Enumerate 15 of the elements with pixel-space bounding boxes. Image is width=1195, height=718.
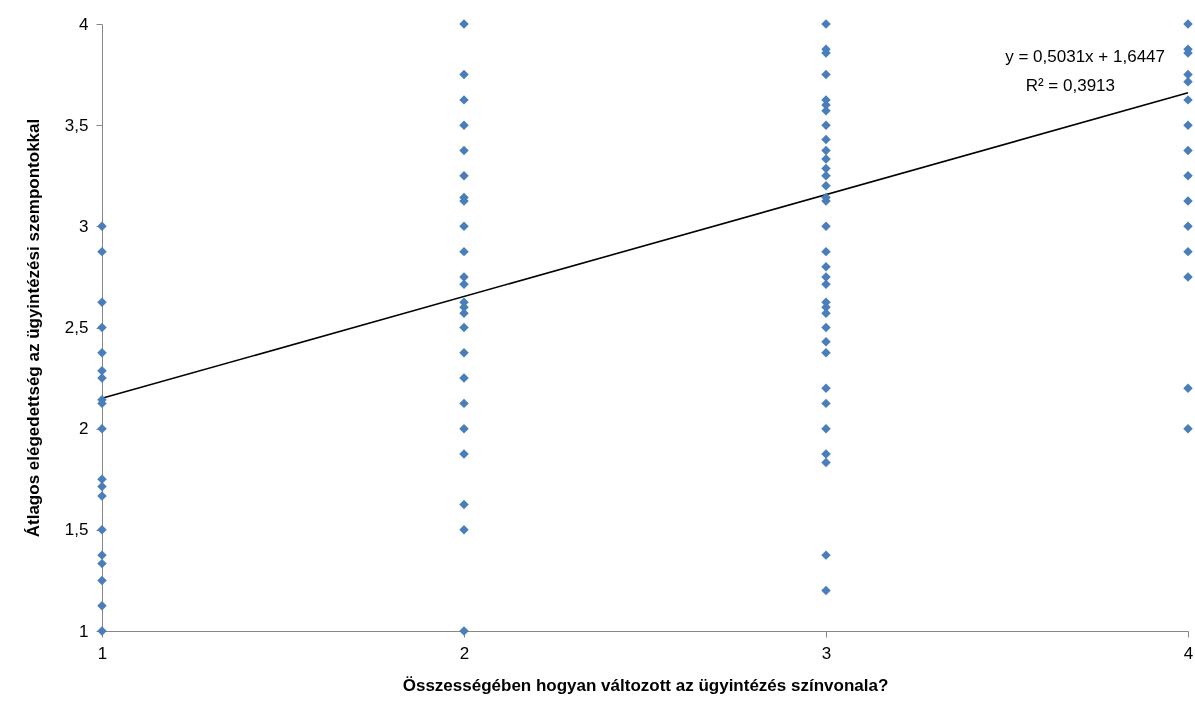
y-tick-label: 1,5 [64,520,89,540]
y-tick-label: 2 [79,419,89,439]
y-tick-label: 2,5 [64,318,89,337]
y-tick-label: 1 [79,621,89,641]
x-tick-label: 4 [1183,643,1194,663]
x-tick-label: 3 [821,643,832,663]
y-tick-label: 3,5 [64,115,89,135]
annotation: R² = 0,3913 [1025,76,1115,95]
annotation: y = 0,5031x + 1,6447 [1005,47,1165,66]
y-tick-label: 4 [79,14,89,34]
x-axis-title: Összességében hogyan változott az ügyintézés színvonala? [402,675,889,695]
x-tick-label: 2 [459,643,470,663]
x-tick-label: 1 [97,643,108,663]
y-axis-title: Átlagos elégedettség az ügyintézési szempontokkal [23,118,43,538]
y-tick-label: 3 [79,216,89,236]
